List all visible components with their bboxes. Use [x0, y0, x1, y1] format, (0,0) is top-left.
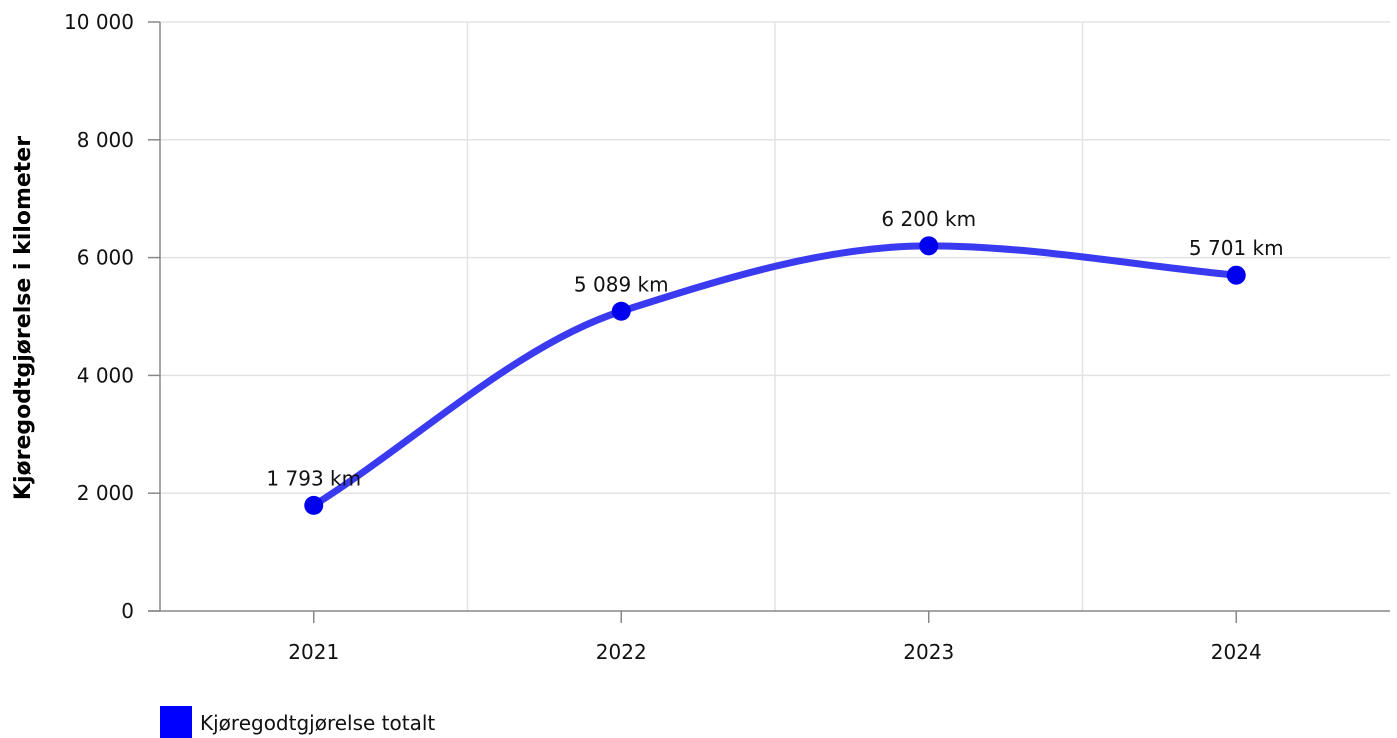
series-line	[310, 242, 1240, 509]
x-tick-label: 2023	[903, 640, 954, 664]
y-tick-label: 0	[121, 599, 134, 623]
data-label: 5 089 km	[574, 272, 669, 296]
x-tick-label: 2022	[596, 640, 647, 664]
data-labels: 1 793 km 5 089 km 6 200 km 5 701 km	[266, 207, 1283, 491]
y-tick-label: 4 000	[77, 363, 134, 387]
y-tick-labels: 0 2 000 4 000 6 000 8 000 10 000	[64, 10, 160, 623]
x-tick-label: 2021	[288, 640, 339, 664]
y-axis-title: Kjøregodtgjørelse i kilometer	[11, 136, 36, 500]
data-point[interactable]	[611, 301, 631, 321]
series-layer	[304, 236, 1246, 515]
y-tick-label: 2 000	[77, 481, 134, 505]
axis-layer	[148, 22, 1390, 612]
y-tick-label: 6 000	[77, 246, 134, 270]
data-point[interactable]	[919, 236, 939, 256]
grid-layer	[160, 21, 1390, 611]
data-label: 6 200 km	[881, 207, 976, 231]
x-tick-label: 2024	[1211, 640, 1262, 664]
data-point[interactable]	[1226, 265, 1246, 285]
data-label: 5 701 km	[1189, 236, 1284, 260]
legend-label: Kjøregodtgjørelse totalt	[200, 711, 435, 735]
legend-swatch	[160, 706, 192, 738]
legend[interactable]: Kjøregodtgjørelse totalt	[160, 706, 435, 738]
data-point[interactable]	[304, 495, 324, 515]
y-tick-label: 8 000	[77, 128, 134, 152]
y-tick-label: 10 000	[64, 10, 134, 34]
x-tick-labels: 2021 2022 2023 2024	[288, 611, 1262, 664]
data-label: 1 793 km	[266, 466, 361, 490]
